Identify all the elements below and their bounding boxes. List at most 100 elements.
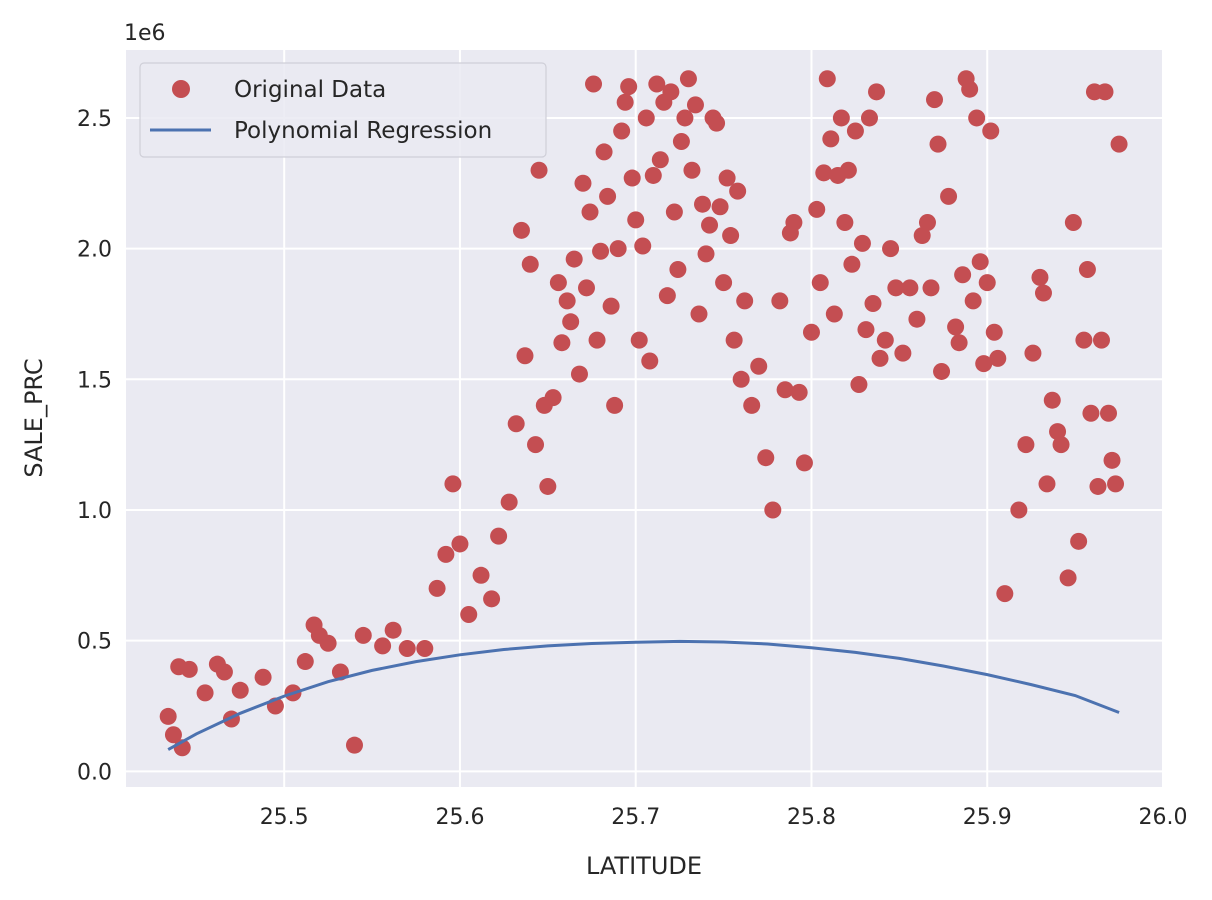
data-point	[553, 334, 571, 352]
data-point	[676, 109, 694, 127]
data-point	[472, 566, 490, 584]
data-point	[718, 169, 736, 187]
data-point	[384, 621, 402, 639]
data-point	[460, 606, 478, 624]
data-point	[574, 174, 592, 192]
data-point	[933, 362, 951, 380]
data-point	[876, 331, 894, 349]
data-point	[894, 344, 912, 362]
data-point	[857, 321, 875, 339]
data-point	[1043, 391, 1061, 409]
data-point	[975, 355, 993, 373]
data-point	[602, 297, 620, 315]
y-tick-label: 0.0	[77, 760, 112, 785]
data-point	[500, 493, 518, 511]
data-point	[871, 349, 889, 367]
data-point	[683, 161, 701, 179]
data-point	[961, 80, 979, 98]
y-tick-label: 1.5	[77, 368, 112, 393]
data-point	[978, 274, 996, 292]
data-point	[764, 501, 782, 519]
data-point	[1078, 261, 1096, 279]
data-point	[585, 75, 603, 93]
data-point	[319, 634, 337, 652]
data-point	[507, 415, 525, 433]
y-tick-label: 2.0	[77, 238, 112, 263]
data-point	[592, 242, 610, 260]
data-point	[398, 639, 416, 657]
data-point	[599, 187, 617, 205]
legend-box	[139, 62, 547, 158]
data-point	[296, 653, 314, 671]
legend: Original Data Polynomial Regression	[139, 62, 547, 158]
data-point	[616, 93, 634, 111]
data-point	[1096, 83, 1114, 101]
data-point	[815, 164, 833, 182]
data-point	[637, 109, 655, 127]
data-point	[743, 396, 761, 414]
data-point	[549, 274, 567, 292]
data-point	[913, 227, 931, 245]
data-point	[901, 279, 919, 297]
x-tick-label: 25.5	[260, 805, 309, 830]
data-point	[982, 122, 1000, 140]
x-tick-label: 26.0	[1139, 805, 1188, 830]
data-point	[1070, 532, 1088, 550]
data-point	[1107, 475, 1125, 493]
data-point	[606, 396, 624, 414]
data-point	[818, 70, 836, 88]
data-point	[954, 266, 972, 284]
data-point	[947, 318, 965, 336]
data-point	[1031, 268, 1049, 286]
data-point	[451, 535, 469, 553]
data-point	[613, 122, 631, 140]
data-point	[530, 161, 548, 179]
data-point	[757, 449, 775, 467]
data-point	[736, 292, 754, 310]
data-point	[662, 83, 680, 101]
data-point	[795, 454, 813, 472]
data-point	[985, 323, 1003, 341]
data-point	[215, 663, 233, 681]
data-point	[732, 370, 750, 388]
data-point	[544, 389, 562, 407]
y-tick-label: 1.0	[77, 499, 112, 524]
y-axis-label: SALE_PRC	[20, 358, 48, 477]
data-point	[516, 347, 534, 365]
data-point	[527, 436, 545, 454]
data-point	[416, 639, 434, 657]
data-point	[539, 477, 557, 495]
x-tick-label: 25.7	[611, 805, 660, 830]
data-point	[811, 274, 829, 292]
data-point	[971, 253, 989, 271]
data-point	[1110, 135, 1128, 153]
data-point	[180, 660, 198, 678]
legend-label-original-data: Original Data	[234, 77, 386, 103]
data-point	[577, 279, 595, 297]
data-point	[354, 626, 372, 644]
legend-marker-original-data	[172, 80, 190, 98]
data-point	[648, 75, 666, 93]
data-point	[825, 305, 843, 323]
data-point	[627, 211, 645, 229]
data-point	[444, 475, 462, 493]
data-point	[254, 668, 272, 686]
data-point	[623, 169, 641, 187]
data-point	[634, 237, 652, 255]
data-point	[1024, 344, 1042, 362]
data-point	[926, 91, 944, 109]
data-point	[565, 250, 583, 268]
data-point	[922, 279, 940, 297]
plot-background	[126, 50, 1163, 787]
data-point	[940, 187, 958, 205]
data-point	[808, 200, 826, 218]
data-point	[882, 240, 900, 258]
data-point	[490, 527, 508, 545]
data-point	[437, 545, 455, 563]
data-point	[846, 122, 864, 140]
legend-label-polynomial-regression: Polynomial Regression	[234, 118, 492, 144]
data-point	[679, 70, 697, 88]
data-point	[570, 365, 588, 383]
data-point	[428, 579, 446, 597]
